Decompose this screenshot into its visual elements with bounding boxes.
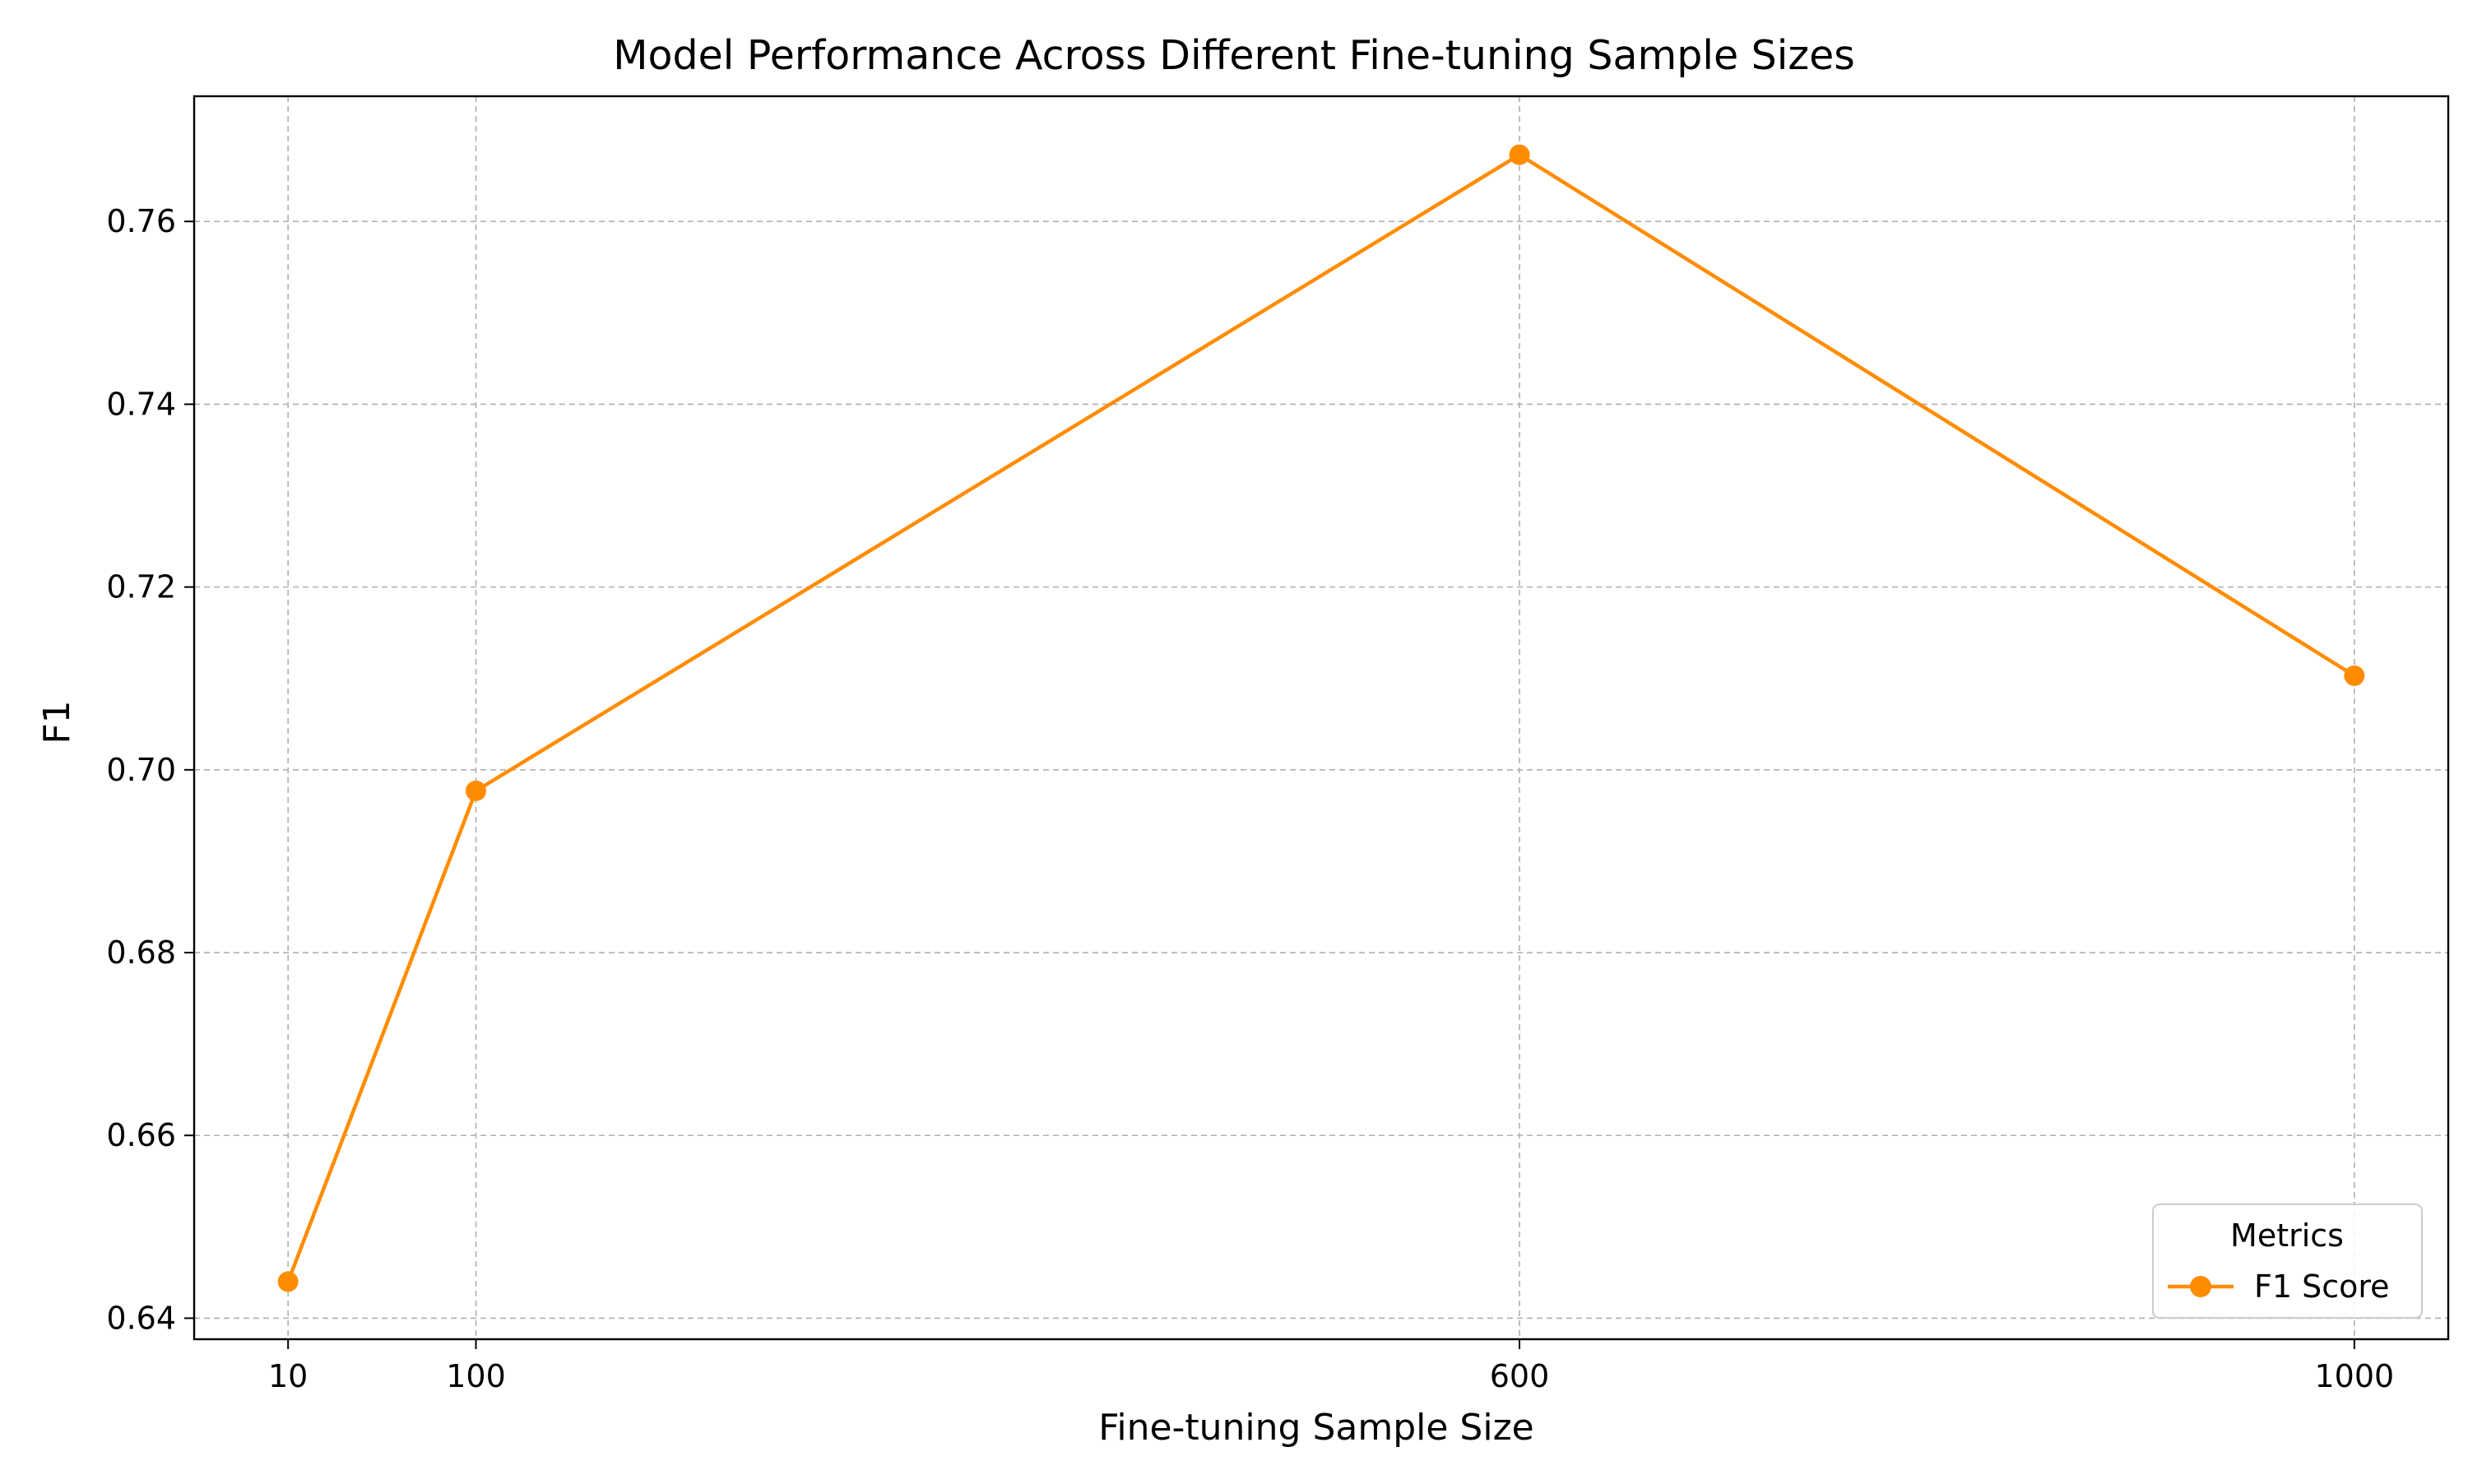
x-axis-label: Fine-tuning Sample Size (1098, 1407, 1534, 1449)
data-point-600 (1509, 144, 1530, 165)
y-axis-ticks: 0.64 0.66 0.68 0.70 0.72 0.74 0.76 (106, 203, 194, 1336)
legend-label-f1-score: F1 Score (2254, 1268, 2390, 1305)
y-tick-label-0.76: 0.76 (106, 203, 176, 239)
x-axis-ticks: 10 100 600 1000 (268, 1339, 2394, 1394)
legend: Metrics F1 Score (2152, 1203, 2423, 1319)
x-tick-label-100: 100 (446, 1358, 506, 1394)
legend-title: Metrics (2230, 1217, 2344, 1254)
data-point-100 (466, 780, 486, 801)
grid-lines (194, 96, 2448, 1339)
y-tick-label-0.72: 0.72 (106, 569, 176, 605)
y-tick-label-0.64: 0.64 (106, 1300, 176, 1336)
data-point-1000 (2344, 665, 2365, 686)
legend-swatch-marker (2190, 1276, 2211, 1297)
x-tick-label-1000: 1000 (2314, 1358, 2394, 1394)
x-tick-label-600: 600 (1490, 1358, 1550, 1394)
y-tick-label-0.68: 0.68 (106, 934, 176, 971)
y-axis-label: F1 (36, 700, 78, 744)
x-tick-label-10: 10 (268, 1358, 308, 1394)
data-point-10 (277, 1271, 299, 1292)
legend-box (2152, 1203, 2423, 1319)
series-line-f1-score (286, 152, 2356, 1282)
chart-title: Model Performance Across Different Fine-… (613, 32, 1855, 79)
plot-area-frame (193, 95, 2450, 1341)
y-tick-label-0.70: 0.70 (106, 752, 176, 788)
series-layer (277, 144, 2365, 1292)
y-tick-label-0.66: 0.66 (106, 1117, 176, 1153)
y-tick-label-0.74: 0.74 (106, 386, 176, 422)
